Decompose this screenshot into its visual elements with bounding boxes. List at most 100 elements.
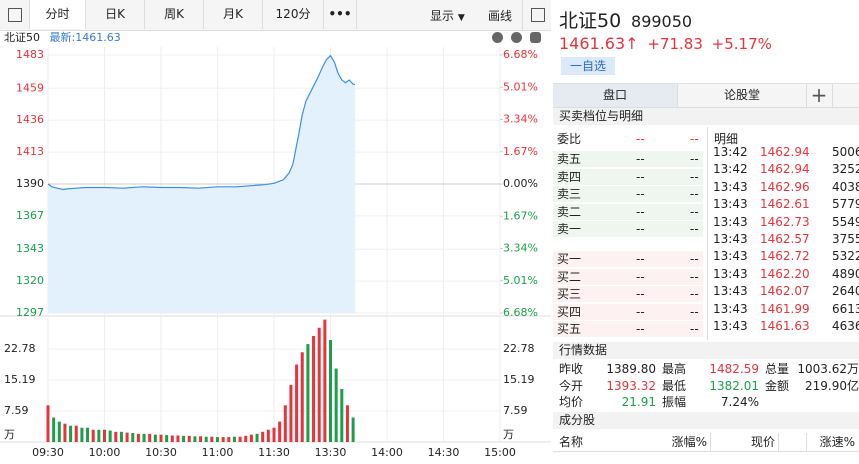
book-price: -- xyxy=(636,187,645,201)
panel-toggle[interactable] xyxy=(0,0,30,29)
detail-time: 13:43 xyxy=(713,301,748,316)
price-area xyxy=(48,55,355,313)
y2-tick-label: 6.68% xyxy=(503,306,538,319)
quote-change-pct: +5.17% xyxy=(711,35,772,53)
watch-button[interactable]: 一自选 xyxy=(561,57,615,75)
y-tick-label: 1413 xyxy=(16,145,44,158)
y-tick-label: 7.59 xyxy=(4,404,29,417)
y-tick-label: 1459 xyxy=(16,81,44,94)
market-label: 均价 xyxy=(559,395,584,409)
book-vol: -- xyxy=(690,322,699,336)
volume-bar xyxy=(312,335,316,442)
volume-bar xyxy=(210,436,214,442)
display-menu[interactable]: 显示 ▼ xyxy=(430,7,465,24)
volume-bar xyxy=(199,436,203,442)
y2-tick-label: 7.59 xyxy=(503,404,528,417)
tab[interactable]: 周K xyxy=(145,0,204,29)
detail-time: 13:43 xyxy=(713,266,748,281)
column-sep xyxy=(778,433,779,451)
volume-bar xyxy=(103,429,106,442)
x-tick-label: 10:30 xyxy=(145,446,177,459)
zoom-in[interactable] xyxy=(492,32,503,43)
market-value: 1482.59 xyxy=(709,362,759,376)
ratio-label: 委比 xyxy=(557,132,582,146)
book-label: 买五 xyxy=(557,322,582,336)
volume-bar xyxy=(176,435,180,442)
chart-tools xyxy=(492,32,541,46)
x-tick-label: 09:30 xyxy=(32,446,64,459)
detail-vol: 4038 xyxy=(832,179,859,194)
tab[interactable]: + xyxy=(806,84,833,107)
quote-price-row: 1461.63↑ +71.83 +5.17% xyxy=(559,34,772,53)
column-header: 涨幅% xyxy=(671,435,707,449)
volume-bar xyxy=(351,417,355,442)
tab[interactable]: 论股堂 xyxy=(677,84,807,107)
volume-bar xyxy=(63,423,67,442)
y-tick-label: 1320 xyxy=(16,274,44,287)
detail-vol: 3252 xyxy=(832,162,859,177)
volume-bar xyxy=(125,432,129,442)
y2-tick-label: 22.78 xyxy=(503,342,535,355)
book-vol: -- xyxy=(690,222,699,236)
tab[interactable]: ••• xyxy=(324,0,357,29)
tab[interactable]: 日K xyxy=(86,0,145,29)
tab[interactable]: 120分 xyxy=(263,0,324,29)
book-row-bg xyxy=(553,168,703,185)
volume-bar xyxy=(142,433,146,442)
tab[interactable]: 分时 xyxy=(30,0,86,29)
volume-bar xyxy=(91,429,95,442)
quote-price: 1461.63↑ xyxy=(559,34,639,53)
column-sep xyxy=(710,433,711,451)
book-row-bg xyxy=(553,321,703,337)
y2-tick-label: 5.01% xyxy=(503,274,538,287)
volume-bar xyxy=(244,435,248,442)
volume-bar xyxy=(289,384,293,442)
section-header: 买卖档位与明细 xyxy=(553,108,859,125)
volume-bar xyxy=(334,368,338,442)
book-vol: -- xyxy=(690,204,699,219)
detail-time: 13:43 xyxy=(713,319,748,333)
y-tick-label: 15.19 xyxy=(4,373,36,386)
price-line xyxy=(47,54,356,191)
detail-time: 13:43 xyxy=(713,214,748,229)
book-price: -- xyxy=(636,222,645,236)
volume-bar xyxy=(159,434,163,442)
volume-unit: 万 xyxy=(4,428,15,441)
quote-name: 北证50 xyxy=(559,10,622,32)
volume-bar xyxy=(238,436,242,442)
volume-bar xyxy=(283,405,287,442)
volume-bar xyxy=(204,436,208,442)
quote-code: 899050 xyxy=(631,12,693,31)
tab[interactable]: 盘口 xyxy=(553,84,677,107)
detail-time: 13:43 xyxy=(713,197,748,212)
x-tick-label: 14:30 xyxy=(428,446,460,459)
column-header: 涨速% xyxy=(819,435,855,449)
x-tick-label: 13:30 xyxy=(315,446,347,459)
settings[interactable] xyxy=(529,32,541,43)
volume-bar xyxy=(261,431,265,442)
tab[interactable]: 月K xyxy=(204,0,263,29)
detail-vol: 4890 xyxy=(832,266,859,281)
y-tick-label: 1390 xyxy=(16,177,44,190)
draw-button[interactable]: 画线 xyxy=(488,9,513,23)
x-tick-label: 14:00 xyxy=(371,446,403,459)
volume-bar xyxy=(306,344,310,442)
detail-vol: 4636 xyxy=(832,319,859,333)
detail-price: 1462.94 xyxy=(760,162,810,177)
divider xyxy=(522,0,552,30)
y2-tick-label: 6.68% xyxy=(503,48,538,61)
zoom-out[interactable] xyxy=(510,32,522,43)
section-header: 行情数据 xyxy=(553,342,859,359)
volume-bar xyxy=(232,436,236,442)
book-divider xyxy=(707,127,708,340)
book-label: 卖二 xyxy=(557,204,582,219)
detail-vol: 5322 xyxy=(832,249,859,264)
detail-window: 13:42 1462.94 5006 13:42 1462.94 3252 13:43 146… xyxy=(708,146,859,340)
volume-bar xyxy=(345,405,349,442)
market-label: 昨收 xyxy=(559,362,584,376)
book-vol: -- xyxy=(690,169,699,184)
detail-vol: 3755 xyxy=(832,232,859,246)
y2-tick-label: 15.19 xyxy=(503,373,535,386)
y-tick-label: 1297 xyxy=(16,306,44,319)
chart-header: 北证50 最新:1461.63 xyxy=(4,31,121,45)
